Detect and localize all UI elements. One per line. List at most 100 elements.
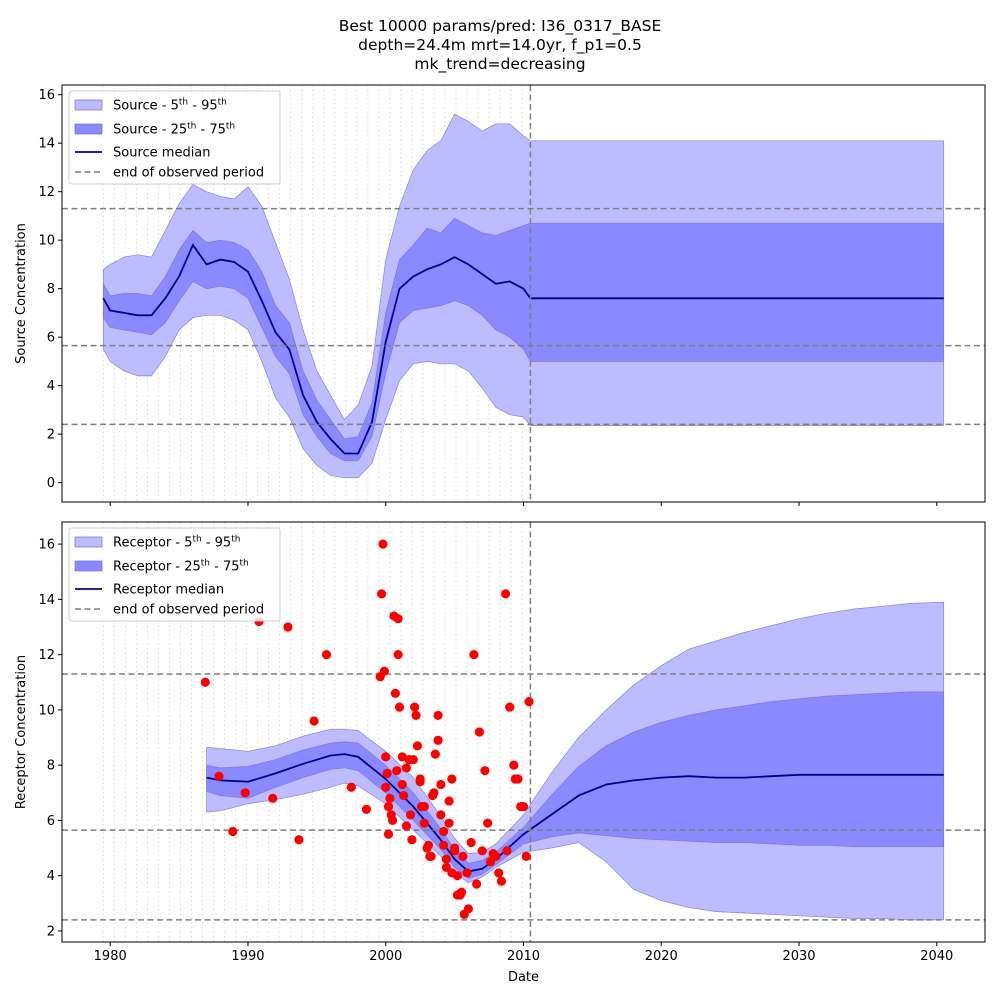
legend-label-base: Source median xyxy=(113,146,211,161)
observation-point xyxy=(433,735,443,745)
observation-point xyxy=(394,702,405,712)
x-tick-label: 1980 xyxy=(94,949,127,964)
observation-point xyxy=(469,650,479,660)
observation-point xyxy=(458,851,468,861)
legend-label: Receptor - 5th - 95th xyxy=(113,535,240,551)
observation-point xyxy=(389,611,399,621)
legend-label-sup: th xyxy=(226,122,235,132)
observation-point xyxy=(500,589,511,599)
observation-point xyxy=(381,752,391,762)
observation-point xyxy=(509,760,519,770)
x-tick-label: 2030 xyxy=(782,949,815,964)
observation-point xyxy=(200,677,210,687)
legend-label-base: end of observed period xyxy=(113,166,264,181)
legend-swatch-5-95 xyxy=(74,99,103,111)
observation-point xyxy=(496,876,507,886)
observation-point xyxy=(228,826,238,837)
observation-point xyxy=(383,802,394,812)
observation-point xyxy=(382,768,392,779)
observation-point xyxy=(407,835,417,845)
observation-point xyxy=(423,840,434,850)
observation-point xyxy=(283,622,293,632)
legend-label-base: Receptor median xyxy=(113,583,224,598)
observation-point xyxy=(510,774,520,784)
y-tick-label: 6 xyxy=(47,331,55,346)
x-tick-label: 2040 xyxy=(920,949,953,964)
observation-point xyxy=(268,793,278,803)
observation-point xyxy=(401,821,412,831)
legend-label-sup: th xyxy=(187,122,196,132)
x-tick-label: 1990 xyxy=(231,949,264,964)
observation-point xyxy=(383,829,394,839)
x-axis-label: Date xyxy=(508,970,539,985)
legend-label-sup: th xyxy=(239,559,248,569)
observation-point xyxy=(444,796,454,806)
legend-swatch-25-75 xyxy=(74,560,103,572)
legend-label-sup: th xyxy=(192,535,201,545)
y-tick-label: 12 xyxy=(38,648,55,663)
observation-point xyxy=(480,766,490,776)
observation-point xyxy=(410,702,420,712)
y-tick-label: 6 xyxy=(47,814,55,829)
observation-point xyxy=(411,710,421,721)
y-tick-label: 16 xyxy=(38,538,55,553)
y-axis-label: Receptor Concentration xyxy=(14,655,29,809)
observation-point xyxy=(452,871,462,881)
legend-label-base: Source - 25 xyxy=(113,123,187,138)
legend-label: Receptor median xyxy=(113,583,224,598)
observation-point xyxy=(419,818,429,828)
observation-point xyxy=(455,890,465,900)
y-tick-label: 16 xyxy=(38,88,55,103)
observation-point xyxy=(438,826,449,837)
legend-box xyxy=(68,527,281,622)
observation-point xyxy=(433,710,443,721)
source-panel-plot-area xyxy=(62,85,985,502)
x-tick-label: 2010 xyxy=(507,949,540,964)
observation-point xyxy=(309,716,319,726)
legend: Receptor - 5th - 95th Receptor - 25th - 7… xyxy=(68,527,281,622)
observation-point xyxy=(294,835,304,845)
y-tick-label: 14 xyxy=(38,137,55,152)
legend-label-base: end of observed period xyxy=(113,603,264,618)
observation-point xyxy=(450,846,460,856)
observation-point xyxy=(397,779,407,790)
legend-label: Receptor - 25th - 75th xyxy=(113,559,249,575)
legend-label-sup: th xyxy=(201,559,210,569)
legend-label-base: Receptor - 5 xyxy=(113,536,192,551)
observation-point xyxy=(521,851,531,861)
y-tick-label: 10 xyxy=(38,234,55,249)
observation-point xyxy=(214,771,224,781)
band-25-75 xyxy=(102,217,945,462)
median-line xyxy=(206,753,944,873)
observation-point xyxy=(429,788,439,798)
legend-swatch-25-75 xyxy=(74,123,103,135)
source-panel: 0 2 4 6 8 10 12 14 16 Source Concentration Source … xyxy=(14,84,986,506)
observation-point xyxy=(436,810,446,820)
legend-label-mid: - 75 xyxy=(196,123,226,138)
observation-point xyxy=(462,868,472,878)
observation-point xyxy=(379,666,389,676)
y-tick-label: 12 xyxy=(38,185,55,200)
y-tick-label: 2 xyxy=(47,924,55,939)
observation-point xyxy=(441,854,451,864)
legend-label-mid: - 95 xyxy=(188,99,218,114)
x-tick-label: 2020 xyxy=(645,949,678,964)
observation-point xyxy=(377,589,387,599)
y-tick-label: 8 xyxy=(47,759,55,774)
y-tick-label: 10 xyxy=(38,703,55,718)
observation-point xyxy=(524,697,534,707)
legend-box xyxy=(68,90,281,185)
observation-point xyxy=(472,879,482,889)
observation-point xyxy=(438,840,449,850)
observation-point xyxy=(505,702,515,712)
figure-title-line-3: mk_trend=decreasing xyxy=(414,55,585,74)
observation-point xyxy=(415,777,425,787)
observation-point xyxy=(378,539,388,549)
observation-point xyxy=(381,782,391,792)
observation-point xyxy=(321,650,332,660)
observation-point xyxy=(401,763,412,773)
observation-point xyxy=(390,688,400,698)
observation-point xyxy=(430,749,440,759)
